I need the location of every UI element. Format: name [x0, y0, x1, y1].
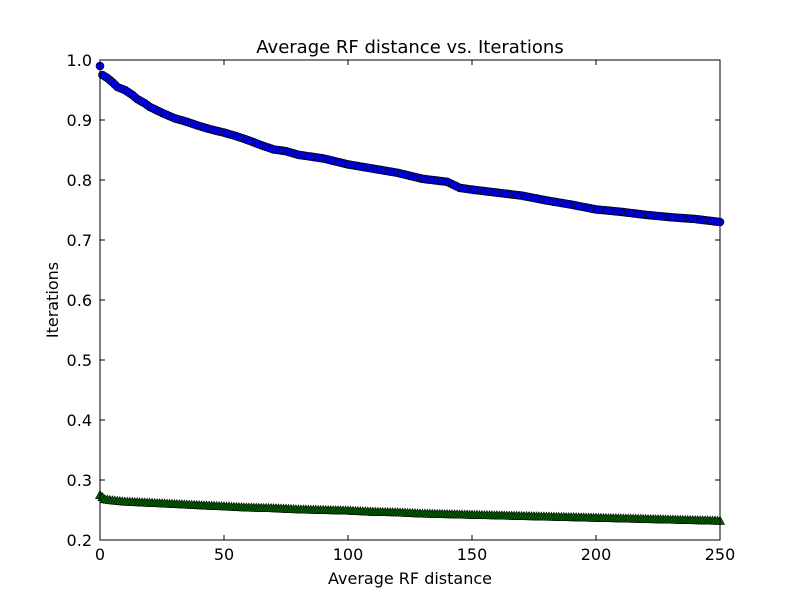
y-tick-label: 0.2	[67, 531, 92, 550]
y-tick-label: 0.3	[67, 471, 92, 490]
x-tick-label: 150	[457, 545, 488, 564]
tick-layer: 0 50 100 150 200 250 0.2 0.3 0.4 0.5 0.6 0.7 0.8 0.9 1…	[67, 51, 736, 564]
x-tick-label: 100	[333, 545, 364, 564]
y-tick-label: 0.7	[67, 231, 92, 250]
x-tick-label: 0	[95, 545, 105, 564]
x-tick-label: 250	[705, 545, 736, 564]
series-2	[94, 489, 726, 525]
x-tick-label: 50	[214, 545, 234, 564]
y-tick-label: 0.4	[67, 411, 92, 430]
y-tick-label: 0.9	[67, 111, 92, 130]
chart-title: Average RF distance vs. Iterations	[256, 37, 563, 58]
plot-area: 0 50 100 150 200 250 0.2 0.3 0.4 0.5 0.6 0.7 0.8 0.9 1…	[67, 51, 736, 564]
x-tick-label: 200	[581, 545, 612, 564]
y-tick-label: 0.6	[67, 291, 92, 310]
x-axis-label: Average RF distance	[328, 569, 492, 588]
y-tick-label: 0.8	[67, 171, 92, 190]
y-tick-label: 1.0	[67, 51, 92, 70]
series-layer	[94, 61, 726, 525]
series-1	[95, 61, 725, 227]
y-axis-label: Iterations	[43, 262, 62, 338]
y-tick-label: 0.5	[67, 351, 92, 370]
plot-frame	[99, 59, 721, 541]
